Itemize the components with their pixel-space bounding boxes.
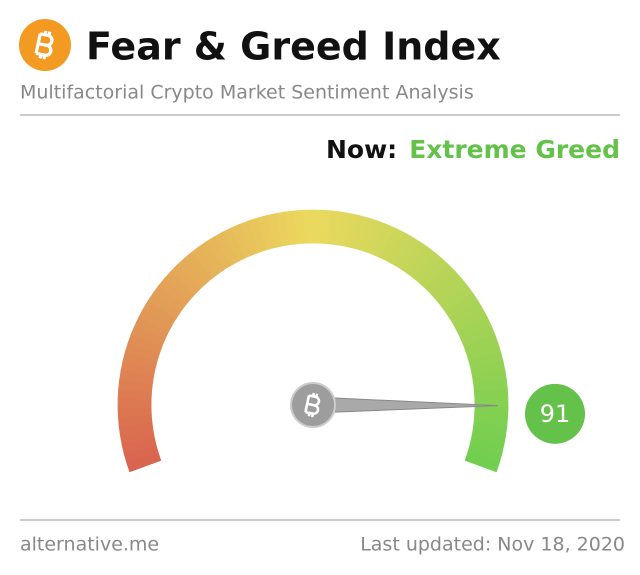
gauge-arc-segment	[117, 397, 152, 408]
gauge-arc-segment	[117, 406, 152, 418]
value-label: 91	[540, 400, 571, 428]
bitcoin-logo	[19, 19, 71, 71]
gauge-arc-segment	[303, 209, 314, 244]
now-label: Now:	[326, 135, 397, 164]
title: Fear & Greed Index	[86, 25, 501, 69]
updated: Last updated: Nov 18, 2020	[360, 534, 625, 556]
value-badge	[524, 383, 585, 444]
classification: Extreme Greed	[409, 135, 620, 164]
gauge: 91	[117, 209, 585, 473]
hub-glyph	[304, 392, 321, 418]
source: alternative.me	[20, 534, 159, 556]
gauge-arc-segment	[464, 452, 500, 473]
subtitle: Multifactorial Crypto Market Sentiment A…	[20, 82, 474, 104]
needle	[312, 396, 499, 414]
